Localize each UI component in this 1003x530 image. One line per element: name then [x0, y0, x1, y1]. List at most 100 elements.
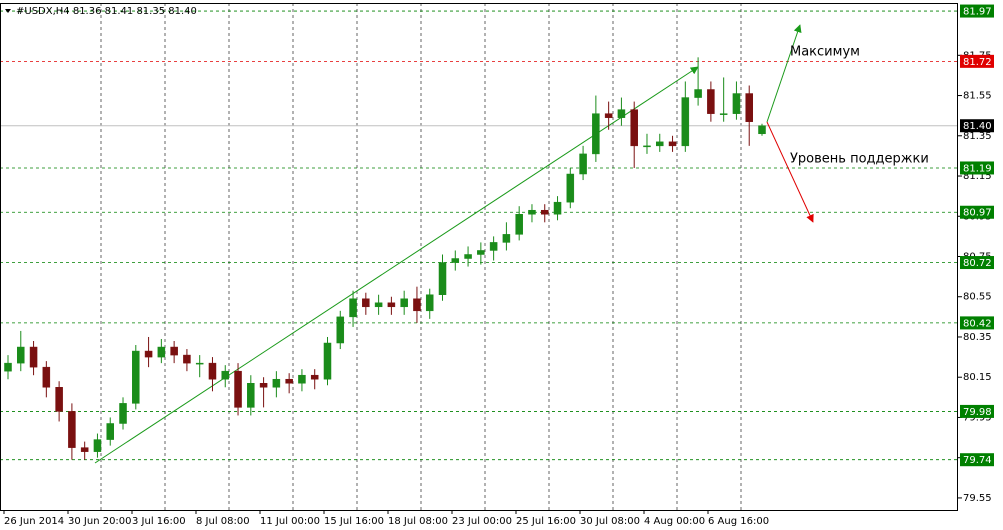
last-price-bg [960, 119, 994, 133]
candle-body [451, 258, 460, 263]
candle-body [144, 350, 153, 358]
candle-body [29, 346, 38, 368]
candle-body [336, 316, 345, 344]
candle-body [758, 125, 766, 135]
candle-body [719, 113, 728, 115]
plot-frame [0, 3, 958, 511]
x-tick-label: 3 Jul 16:00 [132, 516, 186, 527]
candle-body [413, 298, 421, 312]
candle-body [694, 89, 702, 98]
annotation: Максимум [790, 45, 860, 60]
level-label-bg [960, 404, 994, 418]
up-arrow [766, 24, 802, 123]
candle-body [502, 234, 511, 243]
x-tick-label: 25 Jul 16:00 [516, 516, 576, 527]
candle-body [732, 93, 741, 114]
candle-body [655, 141, 664, 147]
candle-body [400, 298, 408, 308]
candle-body [515, 214, 523, 235]
level-label: 81.72 [963, 57, 992, 68]
candle-body [132, 350, 140, 404]
candle-body [668, 141, 677, 147]
x-tick-label: 26 Jun 2014 [4, 516, 64, 527]
candle-body [425, 294, 434, 312]
candle-body [68, 411, 76, 448]
x-tick-label: 30 Jul 08:00 [580, 516, 640, 527]
candle-body [387, 302, 396, 308]
candle-body [477, 250, 485, 255]
candle-body [183, 354, 191, 364]
candle-body [566, 173, 575, 203]
level-label: 80.72 [963, 258, 992, 269]
level-label-bg [960, 205, 994, 219]
candle-body [93, 439, 102, 452]
level-label: 79.98 [963, 407, 992, 418]
y-tick-label: 79.95 [963, 412, 992, 423]
menu-icon [5, 9, 11, 13]
candle-body [592, 113, 600, 155]
annotation: Уровень поддержки [790, 152, 929, 167]
candle-body [374, 302, 383, 308]
y-tick-label: 81.15 [963, 171, 992, 182]
candle-body [106, 423, 115, 440]
candle-body [247, 383, 255, 408]
candle-body [349, 298, 357, 318]
level-label: 80.42 [963, 318, 992, 329]
x-tick-label: 18 Jul 08:00 [388, 516, 448, 527]
level-label-bg [960, 316, 994, 330]
candle-body [540, 209, 549, 215]
level-label-bg [960, 256, 994, 270]
candle-body [617, 109, 626, 118]
x-tick-label: 8 Jul 08:00 [196, 516, 250, 527]
y-tick-label: 80.55 [963, 292, 992, 303]
candle-body [221, 370, 230, 380]
x-tick-label: 11 Jul 00:00 [260, 516, 320, 527]
level-label-bg [960, 54, 994, 68]
level-label: 80.97 [963, 208, 992, 219]
candle-body [285, 378, 293, 384]
trend-arrow [94, 66, 699, 464]
candle-body [234, 370, 242, 408]
candle-body [157, 346, 166, 358]
candle-body [438, 262, 447, 295]
candle-body [553, 201, 562, 215]
level-label: 79.74 [963, 455, 992, 466]
y-tick-label: 81.35 [963, 131, 992, 142]
candle-body [170, 346, 178, 356]
candle-body [272, 378, 281, 388]
candle-body [259, 383, 268, 388]
candle-body [42, 366, 51, 388]
candle-body [745, 93, 753, 122]
grid [0, 3, 958, 510]
candle-body [362, 298, 370, 308]
candle-body [630, 109, 638, 147]
candle-body [298, 374, 306, 384]
candle-body [604, 113, 613, 118]
level-label-bg [960, 453, 994, 467]
candle-body [119, 403, 127, 424]
candle-body [310, 374, 319, 380]
candle-body [4, 362, 12, 372]
candle-body [528, 209, 536, 215]
level-label: 81.97 [963, 7, 992, 18]
level-label-bg [960, 4, 994, 18]
candle-body [681, 97, 690, 147]
candle-body [643, 145, 651, 148]
candle-body [579, 153, 587, 175]
x-tick-label: 4 Aug 00:00 [644, 516, 705, 527]
x-tick-label: 30 Jun 20:00 [68, 516, 132, 527]
level-label: 81.19 [963, 163, 992, 174]
y-tick-label: 80.15 [963, 372, 992, 383]
level-label-bg [960, 161, 994, 175]
candle-body [489, 242, 498, 251]
candle-body [17, 346, 25, 364]
candle-body [195, 362, 204, 365]
chart-header: #USDX,H4 81.36 81.41 81.35 81.40 [16, 6, 197, 17]
candle-body [707, 89, 715, 114]
candle-body [323, 342, 332, 380]
candle-body [80, 447, 89, 452]
x-tick-label: 6 Aug 16:00 [708, 516, 769, 527]
candle-body [55, 387, 63, 412]
x-tick-label: 23 Jul 00:00 [452, 516, 512, 527]
